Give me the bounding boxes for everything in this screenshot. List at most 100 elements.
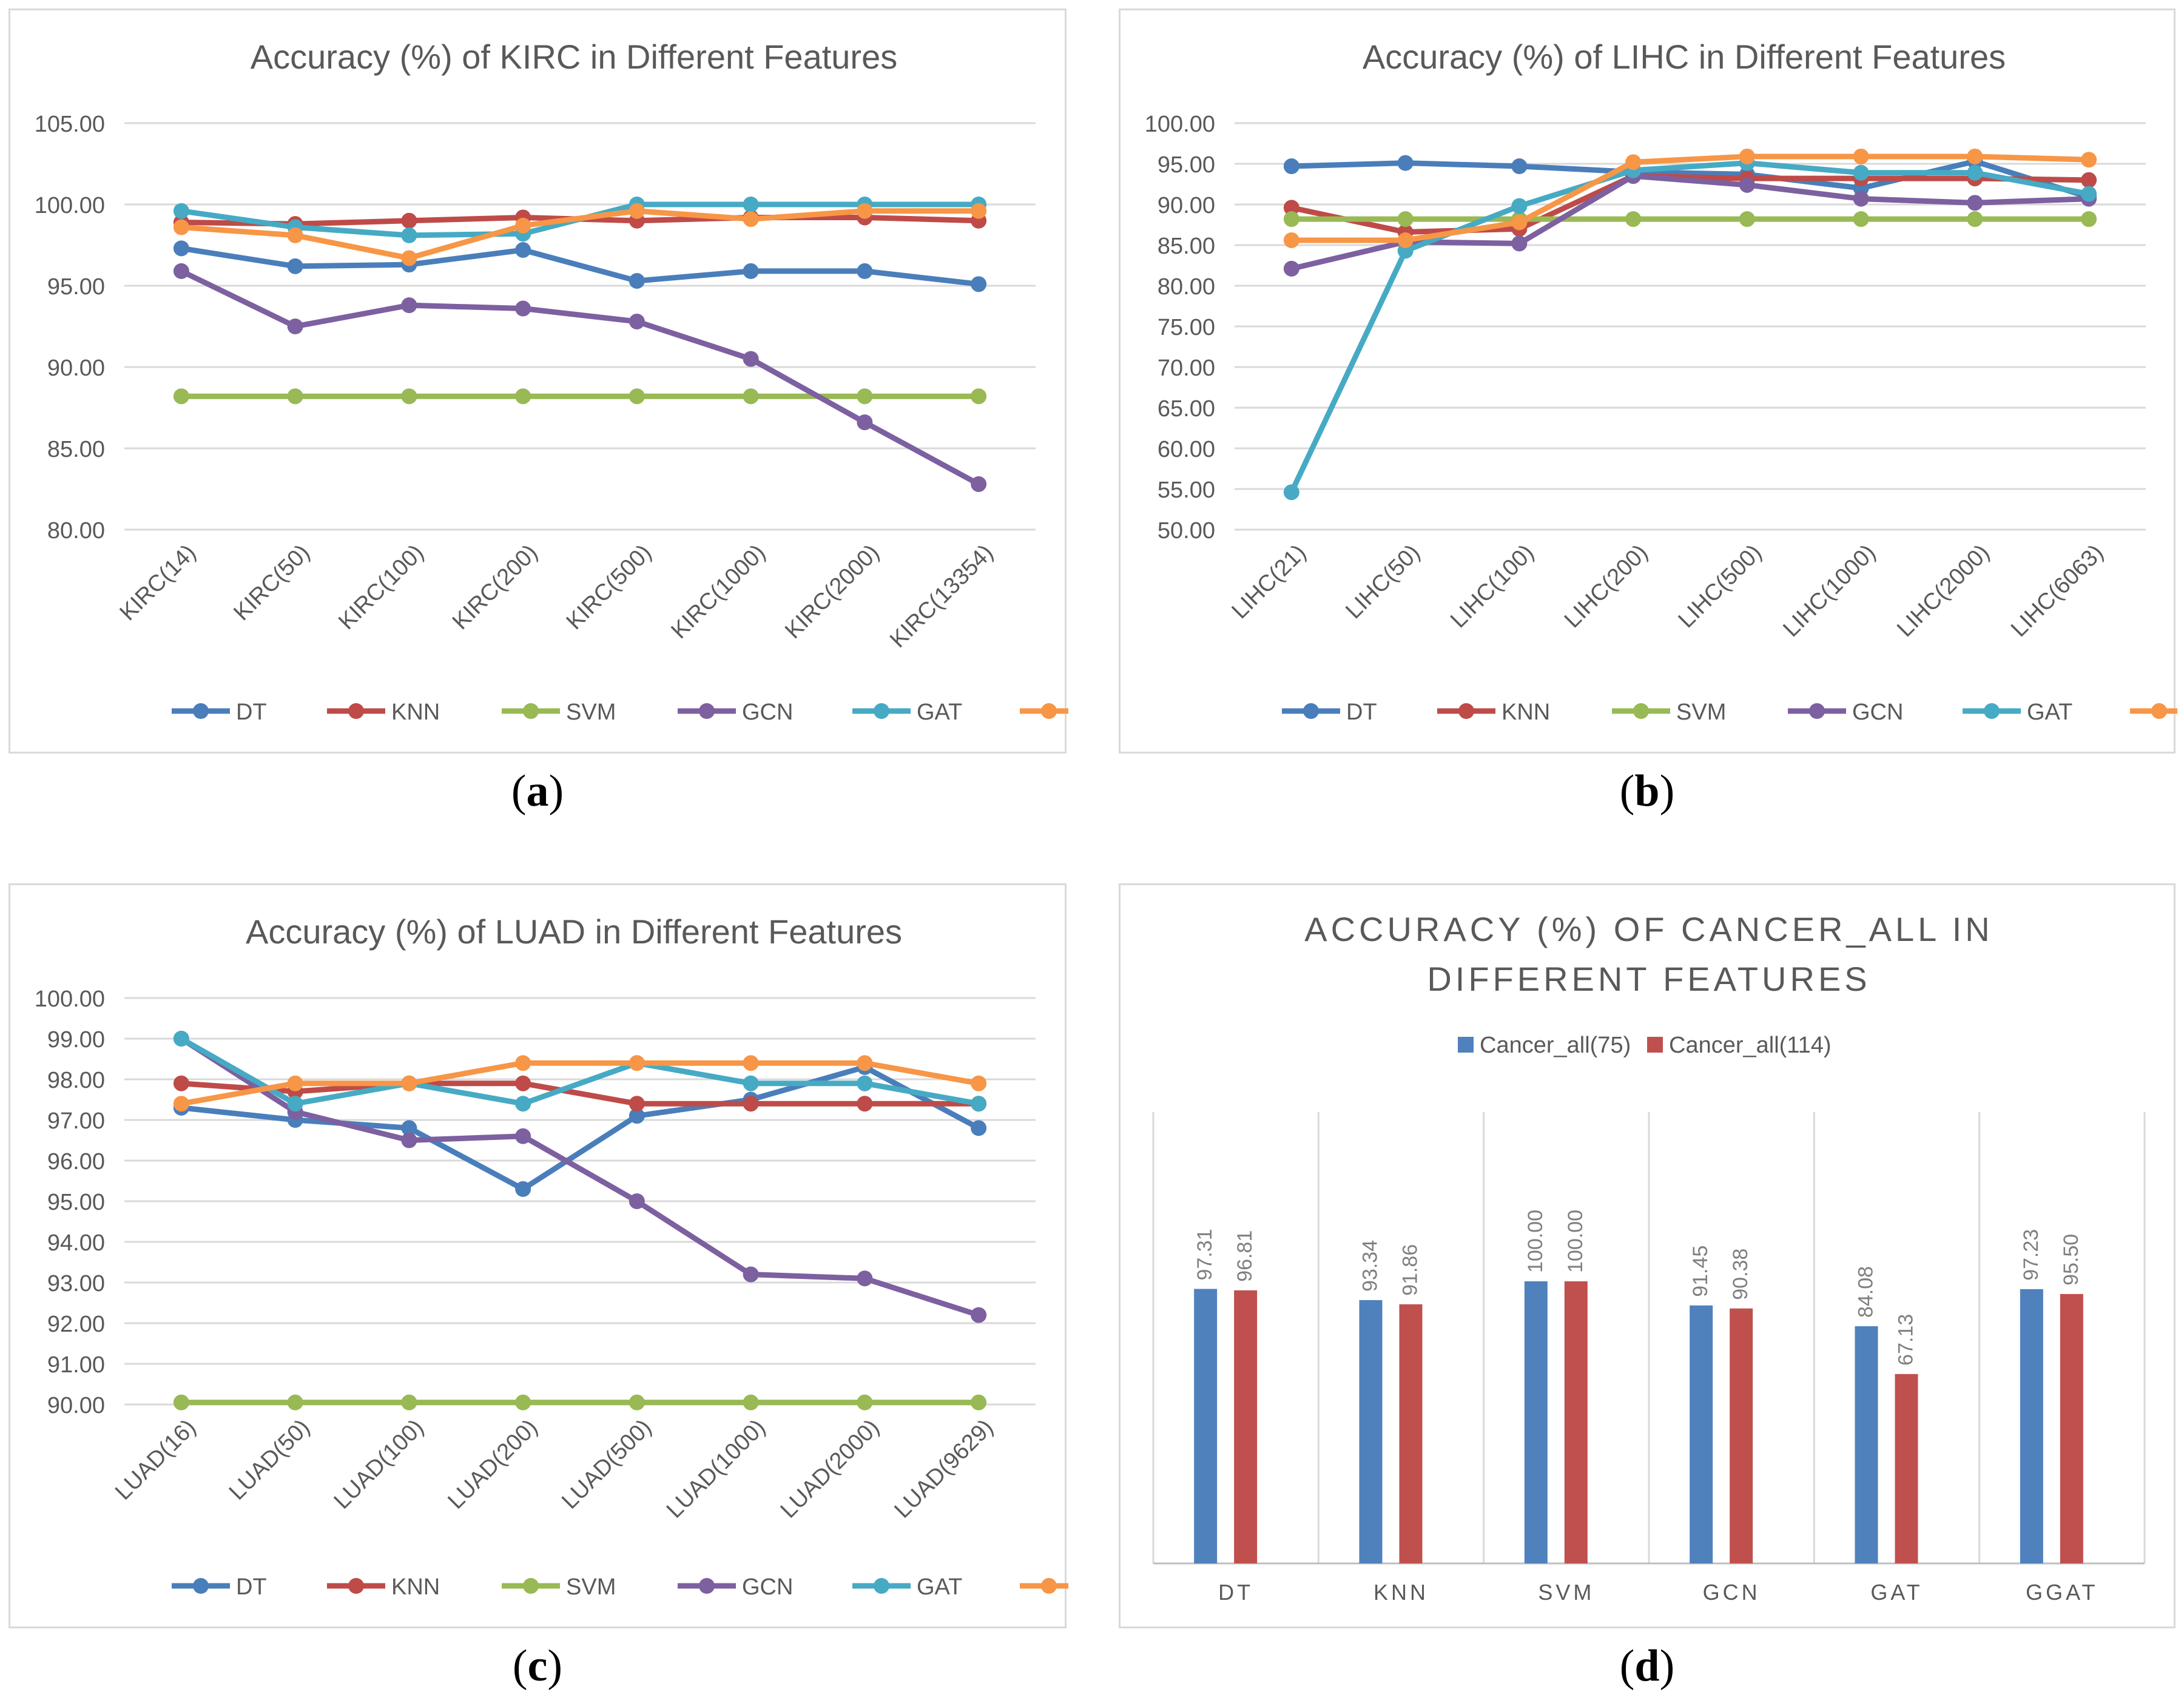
chart-b-xtick-label: LIHC(6063) <box>2006 540 2109 642</box>
chart-b-point-gcn <box>1739 177 1755 193</box>
chart-d-title: DIFFERENT FEATURES <box>1427 960 1870 998</box>
chart-c-ytick-label: 97.00 <box>47 1108 105 1134</box>
chart-a-point-ggat <box>971 203 987 219</box>
chart-d-legend-label: Cancer_all(114) <box>1669 1033 1832 1058</box>
chart-a-point-gcn <box>857 414 873 431</box>
chart-a-point-svm <box>857 388 873 405</box>
chart-a-xtick-label: KIRC(2000) <box>780 540 885 644</box>
chart-a-ytick-label: 90.00 <box>47 356 105 381</box>
chart-c-series-line-gcn <box>180 1036 980 1318</box>
caption-b: (b) <box>1556 766 1738 817</box>
chart-b-xtick-label: LIHC(500) <box>1674 540 1767 633</box>
chart-a-legend-label: GCN <box>742 700 793 725</box>
chart-a-point-gcn <box>743 351 759 367</box>
chart-c-xtick-label: LUAD(500) <box>557 1415 656 1514</box>
chart-d-data-label: 84.08 <box>1855 1266 1878 1318</box>
chart-c-legend-label: KNN <box>391 1574 440 1600</box>
chart-c-point-svm <box>287 1394 303 1411</box>
chart-a-series-line-ggat <box>181 208 979 261</box>
chart-d-data-label: 91.86 <box>1399 1244 1422 1296</box>
caption-c-open: ( <box>512 1641 528 1691</box>
chart-d-bar-cancer-all-75 <box>1855 1326 1878 1563</box>
chart-d-legend-swatch <box>1458 1037 1474 1053</box>
chart-c-point-gat <box>971 1096 987 1112</box>
chart-d-bar-cancer-all-75 <box>1690 1305 1713 1563</box>
chart-b-series-line-dt <box>1291 158 2090 200</box>
chart-b-point-gcn <box>1511 235 1528 252</box>
chart-d-bar-cancer-all-114 <box>1564 1281 1588 1563</box>
chart-c-point-gcn <box>971 1307 987 1323</box>
chart-a-point-gat <box>173 203 189 219</box>
chart-b-series-line-knn <box>1290 173 2089 235</box>
chart-c-legend-marker-knn <box>348 1578 364 1594</box>
chart-d-legend-label: Cancer_all(75) <box>1480 1033 1631 1058</box>
chart-a-ytick-label: 85.00 <box>47 437 105 462</box>
chart-b-point-gcn <box>1967 195 1983 211</box>
chart-b-point-svm <box>1853 211 1869 228</box>
chart-c-ytick-label: 91.00 <box>47 1352 105 1378</box>
chart-b-point-ggat <box>1283 232 1299 248</box>
chart-a-xtick-label: KIRC(500) <box>562 540 657 635</box>
caption-c-close: ) <box>547 1641 563 1691</box>
chart-d-bar-cancer-all-75 <box>2020 1289 2043 1563</box>
caption-d-letter: d <box>1634 1641 1660 1691</box>
caption-a-open: ( <box>511 766 527 816</box>
chart-c-series-line-ggat <box>181 1060 979 1107</box>
chart-a-point-svm <box>629 388 645 405</box>
chart-a-ytick-label: 95.00 <box>47 274 105 300</box>
chart-a-point-svm <box>173 388 189 405</box>
chart-a-xtick-label: KIRC(1000) <box>666 540 770 644</box>
chart-panel-c: Accuracy (%) of LUAD in Different Featur… <box>8 883 1068 1628</box>
chart-c-point-knn <box>743 1096 759 1112</box>
chart-c-point-gat <box>173 1031 189 1047</box>
chart-panel-a: Accuracy (%) of KIRC in Different Featur… <box>8 8 1068 754</box>
chart-a-legend-label: SVM <box>566 700 616 725</box>
chart-a-xtick-label: KIRC(200) <box>448 540 543 635</box>
chart-b-point-svm <box>1625 211 1642 228</box>
chart-a-point-gcn <box>173 263 189 279</box>
chart-b-ytick-label: 90.00 <box>1158 193 1215 218</box>
chart-b-point-ggat <box>1625 154 1642 170</box>
chart-b-point-ggat <box>1397 232 1414 248</box>
chart-b-legend-label: KNN <box>1502 700 1550 725</box>
chart-b-point-gat <box>1967 164 1983 181</box>
chart-a-svg: Accuracy (%) of KIRC in Different Featur… <box>35 38 1068 725</box>
chart-b-point-svm <box>1397 211 1414 228</box>
chart-panel-d: ACCURACY (%) OF CANCER_ALL IN DIFFERENT F… <box>1119 883 2176 1628</box>
chart-b-ytick-label: 70.00 <box>1158 356 1215 381</box>
chart-c-point-svm <box>515 1394 531 1411</box>
chart-a-ytick-label: 80.00 <box>47 518 105 544</box>
chart-a-xtick-label: KIRC(13354) <box>885 540 999 653</box>
chart-a-point-gcn <box>401 297 417 314</box>
chart-c-point-ggat <box>173 1096 189 1112</box>
caption-d-open: ( <box>1619 1641 1635 1691</box>
chart-b-legend-marker-dt <box>1303 703 1319 719</box>
chart-d-data-label: 90.38 <box>1729 1249 1752 1300</box>
chart-d-xtick-label: KNN <box>1373 1580 1429 1605</box>
chart-c-xtick-label: LUAD(50) <box>224 1415 315 1505</box>
chart-c-legend-marker-gat <box>874 1578 889 1594</box>
chart-a-point-dt <box>743 263 759 279</box>
chart-b-xtick-label: LIHC(100) <box>1446 540 1539 633</box>
caption-c-letter: c <box>527 1641 548 1691</box>
chart-a-point-gcn <box>971 476 987 492</box>
chart-a-xtick-label: KIRC(14) <box>115 540 201 626</box>
chart-c-xtick-label: LUAD(200) <box>443 1415 542 1514</box>
chart-d-bar-cancer-all-75 <box>1359 1300 1383 1563</box>
chart-c-point-gcn <box>515 1128 531 1144</box>
chart-b-ytick-label: 100.00 <box>1145 112 1215 137</box>
chart-c-ytick-label: 99.00 <box>47 1027 105 1053</box>
chart-a-title: Accuracy (%) of KIRC in Different Featur… <box>251 38 897 76</box>
chart-b-series-line-gat <box>1289 160 2089 494</box>
chart-c-legend-marker-gcn <box>699 1578 715 1594</box>
chart-b-point-knn <box>2081 172 2097 188</box>
chart-c-legend-label: SVM <box>566 1574 616 1600</box>
chart-b-point-svm <box>1739 211 1755 228</box>
chart-a-point-gcn <box>515 300 531 317</box>
chart-c-xtick-label: LUAD(9629) <box>889 1415 998 1523</box>
chart-b-point-ggat <box>1511 214 1528 231</box>
chart-b-ytick-label: 60.00 <box>1158 437 1215 462</box>
chart-b-ytick-label: 50.00 <box>1158 518 1215 544</box>
chart-c-series-line-dt <box>181 1064 980 1192</box>
chart-c-ytick-label: 92.00 <box>47 1312 105 1337</box>
